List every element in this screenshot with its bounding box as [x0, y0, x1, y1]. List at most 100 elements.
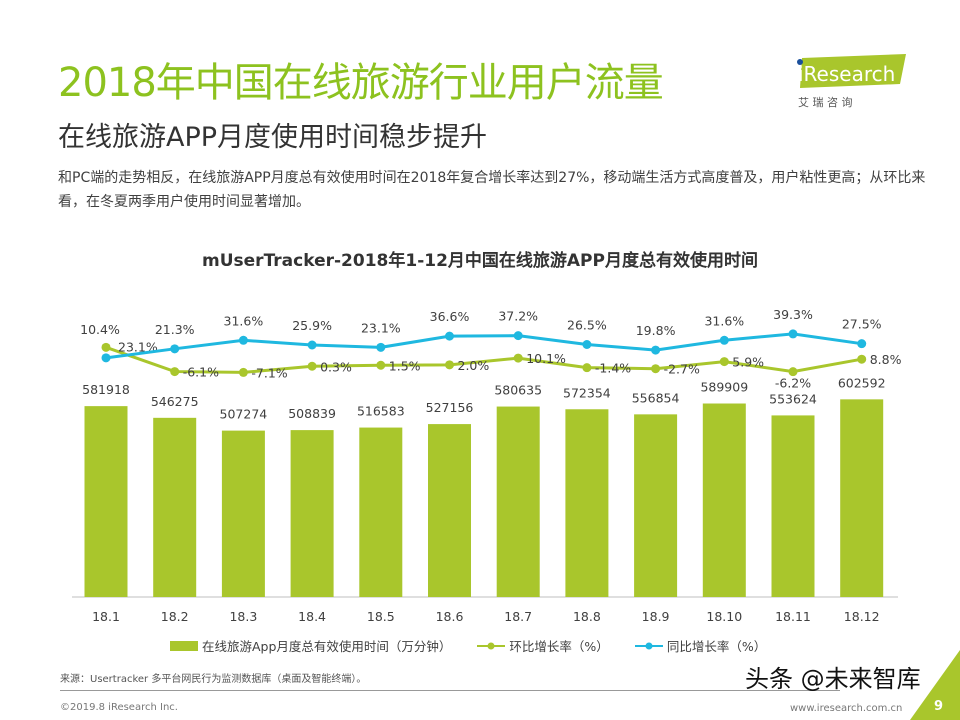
source-note: 来源：Usertracker 多平台网民行为监测数据库（桌面及智能终端）。 [60, 674, 367, 685]
yoy-label: 39.3% [773, 307, 813, 322]
yoy-label: 23.1% [361, 320, 401, 335]
logo-chinese: 艾 瑞 咨 询 [798, 95, 853, 109]
bar [221, 430, 265, 597]
yoy-label: 19.8% [636, 323, 676, 338]
mom-point [238, 367, 248, 377]
yoy-point [513, 331, 523, 341]
bar [496, 406, 540, 597]
yoy-label: 31.6% [224, 313, 264, 328]
yoy-point [101, 353, 111, 363]
mom-point [719, 357, 729, 367]
website-link[interactable]: www.iresearch.com.cn [790, 703, 903, 714]
bar [153, 417, 197, 597]
description: 和PC端的走势相反，在线旅游APP月度总有效使用时间在2018年复合增长率达到2… [58, 170, 926, 210]
bar-label: 556854 [632, 390, 680, 405]
bar-label: 581918 [82, 382, 130, 397]
page-title: 2018年中国在线旅游行业用户流量 [58, 60, 664, 106]
mom-point [788, 367, 798, 377]
legend-item-mom: 环比增长率（%） [477, 636, 609, 655]
mom-label: 5.9% [732, 355, 764, 370]
footer-divider [60, 690, 840, 691]
yoy-point [857, 339, 867, 349]
bar-label: 546275 [151, 394, 199, 409]
yoy-label: 10.4% [80, 322, 120, 337]
mom-point [582, 363, 592, 373]
bar-label: 580635 [494, 383, 542, 398]
x-tick-label: 18.8 [573, 609, 601, 624]
yoy-point [307, 340, 317, 350]
x-tick-label: 18.10 [706, 609, 742, 624]
bar [428, 424, 471, 597]
yoy-point [719, 335, 729, 345]
yoy-label: 36.6% [430, 309, 470, 324]
mom-label: -6.1% [183, 365, 219, 380]
mom-label: 10.1% [526, 351, 566, 366]
mom-label: 2.0% [458, 358, 490, 373]
legend-item-bar: 在线旅游App月度总有效使用时间（万分钟） [170, 636, 451, 655]
mom-label: 8.8% [870, 352, 902, 367]
mom-label: 23.1% [118, 339, 158, 354]
bar [702, 403, 746, 597]
yoy-point [582, 340, 592, 350]
iresearch-logo: iResearch 艾 瑞 咨 询 [794, 50, 914, 110]
mom-label: 0.3% [320, 359, 352, 374]
legend-label: 环比增长率（%） [509, 639, 609, 654]
x-tick-label: 18.5 [367, 609, 395, 624]
legend-line-marker [634, 642, 663, 649]
bar [359, 427, 403, 597]
yoy-label: 25.9% [292, 318, 332, 333]
x-tick-label: 18.12 [844, 609, 880, 624]
page-number: 9 [934, 699, 944, 714]
yoy-point [238, 335, 248, 345]
bar [771, 415, 815, 597]
legend-label: 同比增长率（%） [666, 639, 767, 654]
bar-label: 508839 [288, 406, 336, 421]
mom-line [105, 345, 862, 374]
yoy-line [105, 332, 862, 360]
bar [840, 399, 884, 597]
bar-label: 507274 [220, 407, 268, 422]
mom-label: -7.1% [251, 365, 287, 380]
legend-line-marker [477, 642, 506, 649]
bar [290, 430, 334, 597]
mom-point [376, 360, 386, 370]
x-tick-label: 18.3 [229, 609, 257, 624]
legend-label: 在线旅游App月度总有效使用时间（万分钟） [202, 639, 452, 654]
bar-label: 572354 [563, 385, 611, 400]
bar-label: 527156 [426, 400, 474, 415]
bar-label: 553624 [769, 391, 817, 406]
mom-point [651, 364, 661, 374]
yoy-label: 37.2% [498, 309, 538, 324]
mom-point [513, 353, 523, 363]
bar-label: 589909 [700, 380, 748, 395]
mom-point [307, 361, 317, 371]
copyright: ©2019.8 iResearch Inc. [60, 702, 178, 713]
svg-text:iResearch: iResearch [798, 62, 895, 86]
mom-label: 1.5% [389, 358, 421, 373]
mom-label: -1.4% [595, 361, 631, 376]
x-tick-label: 18.9 [642, 609, 670, 624]
bar-label: 602592 [838, 375, 886, 390]
chart-title: mUserTracker-2018年1-12月中国在线旅游APP月度总有效使用时… [202, 251, 758, 271]
yoy-point [651, 345, 661, 355]
mom-label: -2.7% [664, 362, 700, 377]
yoy-point [170, 344, 180, 354]
bar [565, 409, 609, 597]
mom-point [170, 367, 180, 377]
mom-point [101, 342, 111, 352]
yoy-label: 21.3% [155, 322, 195, 337]
yoy-label: 27.5% [842, 317, 882, 332]
mom-point [445, 360, 454, 370]
x-tick-label: 18.7 [504, 609, 532, 624]
watermark: 头条 @未来智库 [745, 665, 921, 693]
yoy-label: 31.6% [704, 313, 744, 328]
corner-triangle [910, 650, 960, 720]
x-tick-label: 18.4 [298, 609, 326, 624]
page-subtitle: 在线旅游APP月度使用时间稳步提升 [58, 122, 488, 153]
yoy-label: 26.5% [567, 318, 607, 333]
x-tick-label: 18.6 [436, 609, 464, 624]
mom-label: -6.2% [775, 376, 811, 391]
mom-point [857, 354, 867, 364]
x-tick-label: 18.11 [775, 609, 811, 624]
